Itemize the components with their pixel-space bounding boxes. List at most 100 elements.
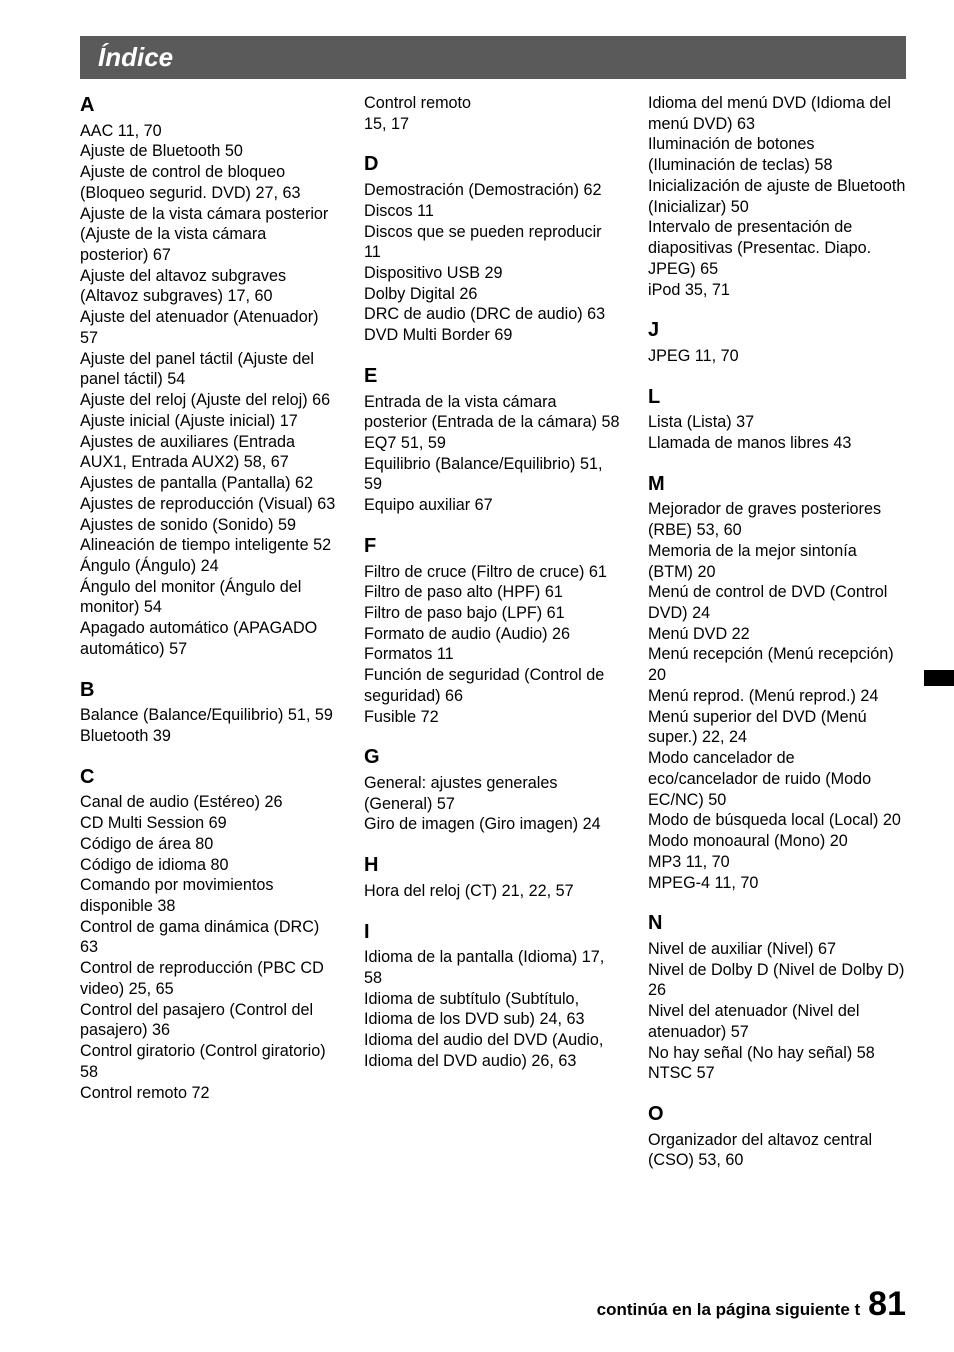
index-entry: Formato de audio (Audio) 26 <box>364 624 622 645</box>
index-entry: Menú de control de DVD (Control DVD) 24 <box>648 582 906 623</box>
index-entry: Fusible 72 <box>364 707 622 728</box>
index-entry: Giro de imagen (Giro imagen) 24 <box>364 814 622 835</box>
index-letter: B <box>80 678 338 704</box>
index-entry: Iluminación de botones (Iluminación de t… <box>648 134 906 175</box>
index-entry: DRC de audio (DRC de audio) 63 <box>364 304 622 325</box>
index-entry: Ajustes de auxiliares (Entrada AUX1, Ent… <box>80 432 338 473</box>
index-entry: Llamada de manos libres 43 <box>648 433 906 454</box>
index-entry: Apagado automático (APAGADO automático) … <box>80 618 338 659</box>
index-entry: Control remoto <box>364 93 622 114</box>
index-entry: CD Multi Session 69 <box>80 813 338 834</box>
index-letter: N <box>648 911 906 937</box>
index-entry: Filtro de cruce (Filtro de cruce) 61 <box>364 562 622 583</box>
index-entry: Ajuste inicial (Ajuste inicial) 17 <box>80 411 338 432</box>
index-entry: Ajuste de control de bloqueo (Bloqueo se… <box>80 162 338 203</box>
index-entry: Intervalo de presentación de diapositiva… <box>648 217 906 279</box>
index-entry: Menú reprod. (Menú reprod.) 24 <box>648 686 906 707</box>
column-2: Control remoto 15, 17 DDemostración (Demo… <box>364 93 622 1171</box>
index-letter: C <box>80 765 338 791</box>
index-entry: Ajuste de la vista cámara posterior (Aju… <box>80 204 338 266</box>
index-entry: Formatos 11 <box>364 644 622 665</box>
index-letter: G <box>364 745 622 771</box>
index-entry: Ajuste de Bluetooth 50 <box>80 141 338 162</box>
index-letter: I <box>364 920 622 946</box>
index-columns: AAAC 11, 70Ajuste de Bluetooth 50Ajuste … <box>80 93 906 1171</box>
index-entry: Memoria de la mejor sintonía (BTM) 20 <box>648 541 906 582</box>
index-entry: Lista (Lista) 37 <box>648 412 906 433</box>
index-entry: Ángulo del monitor (Ángulo del monitor) … <box>80 577 338 618</box>
page-number: 81 <box>868 1285 906 1324</box>
index-entry: Ajustes de sonido (Sonido) 59 <box>80 515 338 536</box>
index-entry: Idioma del menú DVD (Idioma del menú DVD… <box>648 93 906 134</box>
index-entry: Nivel del atenuador (Nivel del atenuador… <box>648 1001 906 1042</box>
index-entry: AAC 11, 70 <box>80 121 338 142</box>
index-entry: Menú superior del DVD (Menú super.) 22, … <box>648 707 906 748</box>
index-entry: Canal de audio (Estéreo) 26 <box>80 792 338 813</box>
index-entry: MP3 11, 70 <box>648 852 906 873</box>
index-entry: Modo cancelador de eco/cancelador de rui… <box>648 748 906 810</box>
index-entry: EQ7 51, 59 <box>364 433 622 454</box>
index-entry: Ajuste del reloj (Ajuste del reloj) 66 <box>80 390 338 411</box>
index-entry: Hora del reloj (CT) 21, 22, 57 <box>364 881 622 902</box>
index-entry: Ajustes de reproducción (Visual) 63 <box>80 494 338 515</box>
index-entry: Menú DVD 22 <box>648 624 906 645</box>
index-entry: Nivel de Dolby D (Nivel de Dolby D) 26 <box>648 960 906 1001</box>
index-entry: Dispositivo USB 29 <box>364 263 622 284</box>
index-letter: D <box>364 152 622 178</box>
index-entry: Control de gama dinámica (DRC) 63 <box>80 917 338 958</box>
index-entry: DVD Multi Border 69 <box>364 325 622 346</box>
index-entry: Discos que se pueden reproducir 11 <box>364 222 622 263</box>
index-entry: Control giratorio (Control giratorio) 58 <box>80 1041 338 1082</box>
index-entry: Nivel de auxiliar (Nivel) 67 <box>648 939 906 960</box>
continue-text: continúa en la página siguiente t <box>597 1300 861 1320</box>
index-entry: NTSC 57 <box>648 1063 906 1084</box>
index-entry: Código de área 80 <box>80 834 338 855</box>
index-entry: Ajustes de pantalla (Pantalla) 62 <box>80 473 338 494</box>
index-entry: Idioma de subtítulo (Subtítulo, Idioma d… <box>364 989 622 1030</box>
index-entry: Dolby Digital 26 <box>364 284 622 305</box>
index-entry: JPEG 11, 70 <box>648 346 906 367</box>
index-entry: Demostración (Demostración) 62 <box>364 180 622 201</box>
index-letter: H <box>364 853 622 879</box>
index-entry: Modo de búsqueda local (Local) 20 <box>648 810 906 831</box>
footer: continúa en la página siguiente t 81 <box>597 1285 906 1324</box>
page-title: Índice <box>98 42 173 72</box>
index-entry: Filtro de paso bajo (LPF) 61 <box>364 603 622 624</box>
index-letter: A <box>80 93 338 119</box>
index-entry: Alineación de tiempo inteligente 52 <box>80 535 338 556</box>
index-entry: Control del pasajero (Control del pasaje… <box>80 1000 338 1041</box>
index-entry: MPEG-4 11, 70 <box>648 873 906 894</box>
index-entry: Control remoto 72 <box>80 1083 338 1104</box>
column-1: AAAC 11, 70Ajuste de Bluetooth 50Ajuste … <box>80 93 338 1171</box>
index-letter: E <box>364 364 622 390</box>
index-entry: Ajuste del altavoz subgraves (Altavoz su… <box>80 266 338 307</box>
index-entry: Entrada de la vista cámara posterior (En… <box>364 392 622 433</box>
index-entry: Filtro de paso alto (HPF) 61 <box>364 582 622 603</box>
index-entry: Comando por movimientos disponible 38 <box>80 875 338 916</box>
index-entry: Ajuste del panel táctil (Ajuste del pane… <box>80 349 338 390</box>
index-entry: Balance (Balance/Equilibrio) 51, 59 <box>80 705 338 726</box>
index-entry: Bluetooth 39 <box>80 726 338 747</box>
index-entry: Discos 11 <box>364 201 622 222</box>
index-letter: F <box>364 534 622 560</box>
index-entry: Equilibrio (Balance/Equilibrio) 51, 59 <box>364 454 622 495</box>
index-letter: O <box>648 1102 906 1128</box>
header-bar: Índice <box>80 36 906 79</box>
index-entry: Modo monoaural (Mono) 20 <box>648 831 906 852</box>
index-entry: No hay señal (No hay señal) 58 <box>648 1043 906 1064</box>
index-entry: Control de reproducción (PBC CD video) 2… <box>80 958 338 999</box>
page: Índice AAAC 11, 70Ajuste de Bluetooth 50… <box>0 0 954 1352</box>
index-entry: Menú recepción (Menú recepción) 20 <box>648 644 906 685</box>
side-tab-marker <box>924 670 954 686</box>
index-entry: Código de idioma 80 <box>80 855 338 876</box>
index-entry: 15, 17 <box>364 114 622 135</box>
index-entry: Ajuste del atenuador (Atenuador) 57 <box>80 307 338 348</box>
index-entry: Idioma del audio del DVD (Audio, Idioma … <box>364 1030 622 1071</box>
index-letter: M <box>648 472 906 498</box>
index-entry: Ángulo (Ángulo) 24 <box>80 556 338 577</box>
index-entry: Inicialización de ajuste de Bluetooth (I… <box>648 176 906 217</box>
index-entry: iPod 35, 71 <box>648 280 906 301</box>
column-3: Idioma del menú DVD (Idioma del menú DVD… <box>648 93 906 1171</box>
index-letter: J <box>648 318 906 344</box>
index-entry: Equipo auxiliar 67 <box>364 495 622 516</box>
